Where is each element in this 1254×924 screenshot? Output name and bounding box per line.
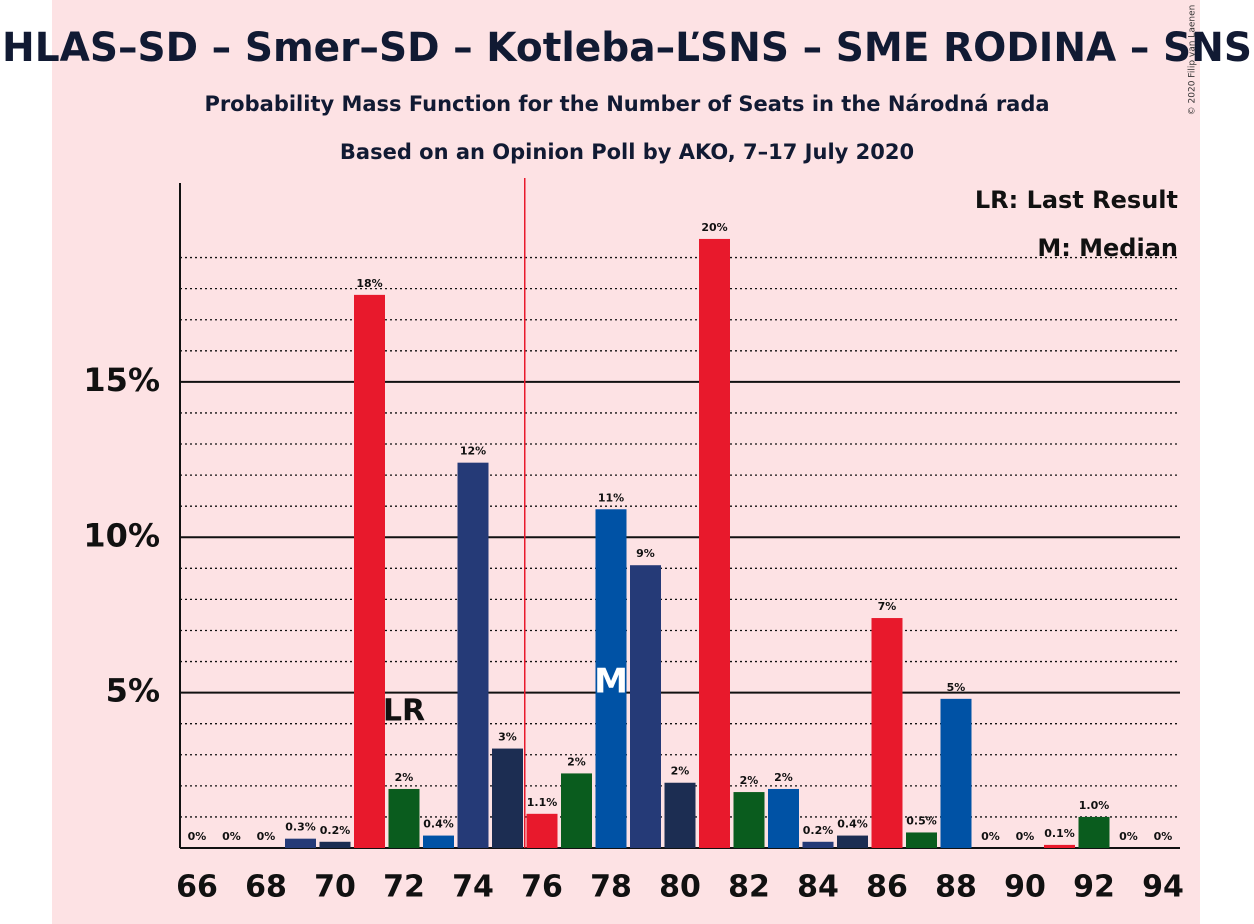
bar <box>906 832 937 848</box>
last-result-label: LR <box>383 694 425 729</box>
y-tick-label: 10% <box>83 516 160 554</box>
bar <box>699 238 730 849</box>
value-label: 2% <box>395 771 414 784</box>
value-label: 2% <box>671 765 690 778</box>
bar <box>630 565 661 848</box>
chart-title: HLAS–SD – Smer–SD – Kotleba–ĽSNS – SME R… <box>2 25 1252 71</box>
median-label: M <box>594 662 628 702</box>
value-label: 0.2% <box>320 824 351 837</box>
x-tick-label: 88 <box>935 870 977 905</box>
value-label: 0% <box>222 830 241 843</box>
value-label: 1.0% <box>1079 799 1110 812</box>
value-label: 9% <box>636 547 655 560</box>
x-tick-label: 80 <box>659 870 701 905</box>
x-tick-label: 72 <box>383 870 425 905</box>
copyright: © 2020 Filip van Laenen <box>1188 5 1198 116</box>
bar <box>526 813 558 848</box>
value-label: 0% <box>188 830 207 843</box>
bar <box>1044 844 1075 848</box>
value-label: 7% <box>878 600 897 613</box>
subtitle: Probability Mass Function for the Number… <box>204 92 1049 116</box>
value-label: 0.1% <box>1044 827 1075 840</box>
value-label: 0% <box>257 830 276 843</box>
legend-entry: LR: Last Result <box>975 186 1178 214</box>
y-tick-label: 5% <box>106 672 160 710</box>
value-label: 2% <box>774 771 793 784</box>
x-tick-label: 74 <box>452 870 494 905</box>
bar <box>492 748 523 848</box>
subtitle: Based on an Opinion Poll by AKO, 7–17 Ju… <box>340 140 914 164</box>
value-label: 12% <box>460 445 486 458</box>
bar <box>285 838 316 848</box>
value-label: 3% <box>498 731 517 744</box>
bar <box>423 835 454 848</box>
bar <box>802 841 834 848</box>
value-label: 0.4% <box>837 818 868 831</box>
x-tick-label: 94 <box>1142 870 1184 905</box>
bar <box>354 294 385 849</box>
bar <box>664 782 696 848</box>
value-label: 11% <box>598 491 624 504</box>
value-label: 0.2% <box>803 824 834 837</box>
value-label: 0.5% <box>906 814 937 827</box>
value-label: 2% <box>740 774 759 787</box>
x-tick-label: 68 <box>245 870 287 905</box>
bar <box>940 698 972 848</box>
value-label: 0.3% <box>285 821 316 834</box>
x-tick-label: 86 <box>866 870 908 905</box>
x-tick-label: 70 <box>314 870 356 905</box>
value-label: 0% <box>1119 830 1138 843</box>
value-label: 2% <box>567 755 586 768</box>
value-label: 5% <box>947 681 966 694</box>
bar <box>1078 816 1110 848</box>
value-label: 0% <box>1154 830 1173 843</box>
value-label: 0.4% <box>423 818 454 831</box>
x-tick-label: 84 <box>797 870 839 905</box>
x-tick-label: 76 <box>521 870 563 905</box>
value-label: 0% <box>1016 830 1035 843</box>
x-tick-label: 66 <box>176 870 218 905</box>
y-tick-label: 15% <box>83 361 160 399</box>
bar <box>388 788 420 848</box>
bar <box>319 841 351 848</box>
value-label: 20% <box>701 221 727 234</box>
bar <box>595 509 627 848</box>
bar <box>768 788 799 848</box>
x-tick-label: 82 <box>728 870 770 905</box>
bar <box>871 618 903 848</box>
x-tick-label: 78 <box>590 870 632 905</box>
value-label: 1.1% <box>527 796 558 809</box>
bar <box>561 773 592 848</box>
bar <box>733 792 765 848</box>
x-tick-label: 92 <box>1073 870 1115 905</box>
value-label: 18% <box>356 277 382 290</box>
bar <box>457 462 489 848</box>
x-tick-label: 90 <box>1004 870 1046 905</box>
value-label: 0% <box>981 830 1000 843</box>
bar <box>837 835 868 848</box>
